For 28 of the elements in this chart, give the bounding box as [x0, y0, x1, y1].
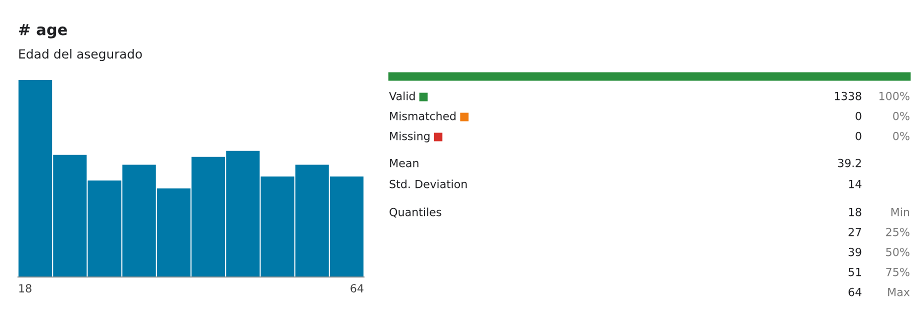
chart-title: # age — [19, 24, 67, 38]
text: Mean — [390, 158, 418, 168]
text: Mismatched — [390, 112, 456, 120]
text: Min — [891, 208, 910, 216]
text: 39 — [848, 248, 862, 256]
text: Std. Deviation — [390, 180, 467, 188]
chart-subtitle: Edad del asegurado — [19, 48, 142, 62]
text: 25% — [886, 228, 910, 236]
text: 0% — [893, 132, 910, 140]
text: Quantiles — [390, 208, 442, 218]
text: Valid — [389, 92, 415, 100]
text: 18 — [849, 208, 862, 216]
text: Missing — [390, 132, 430, 142]
text: 0 — [856, 112, 862, 120]
text: 27 — [848, 228, 862, 236]
text: 64 — [848, 288, 862, 296]
text: 64 — [350, 284, 364, 292]
text: 51 — [848, 268, 861, 276]
text: 0% — [893, 112, 910, 120]
text: 0 — [856, 132, 862, 140]
text: Max — [888, 288, 910, 296]
text: 75% — [886, 268, 910, 276]
text: 100% — [879, 92, 910, 100]
text: 39.2 — [838, 158, 861, 168]
text: 1338 — [834, 92, 862, 100]
text: 14 — [849, 180, 862, 188]
text: 50% — [886, 248, 910, 256]
text: 18 — [19, 284, 32, 292]
